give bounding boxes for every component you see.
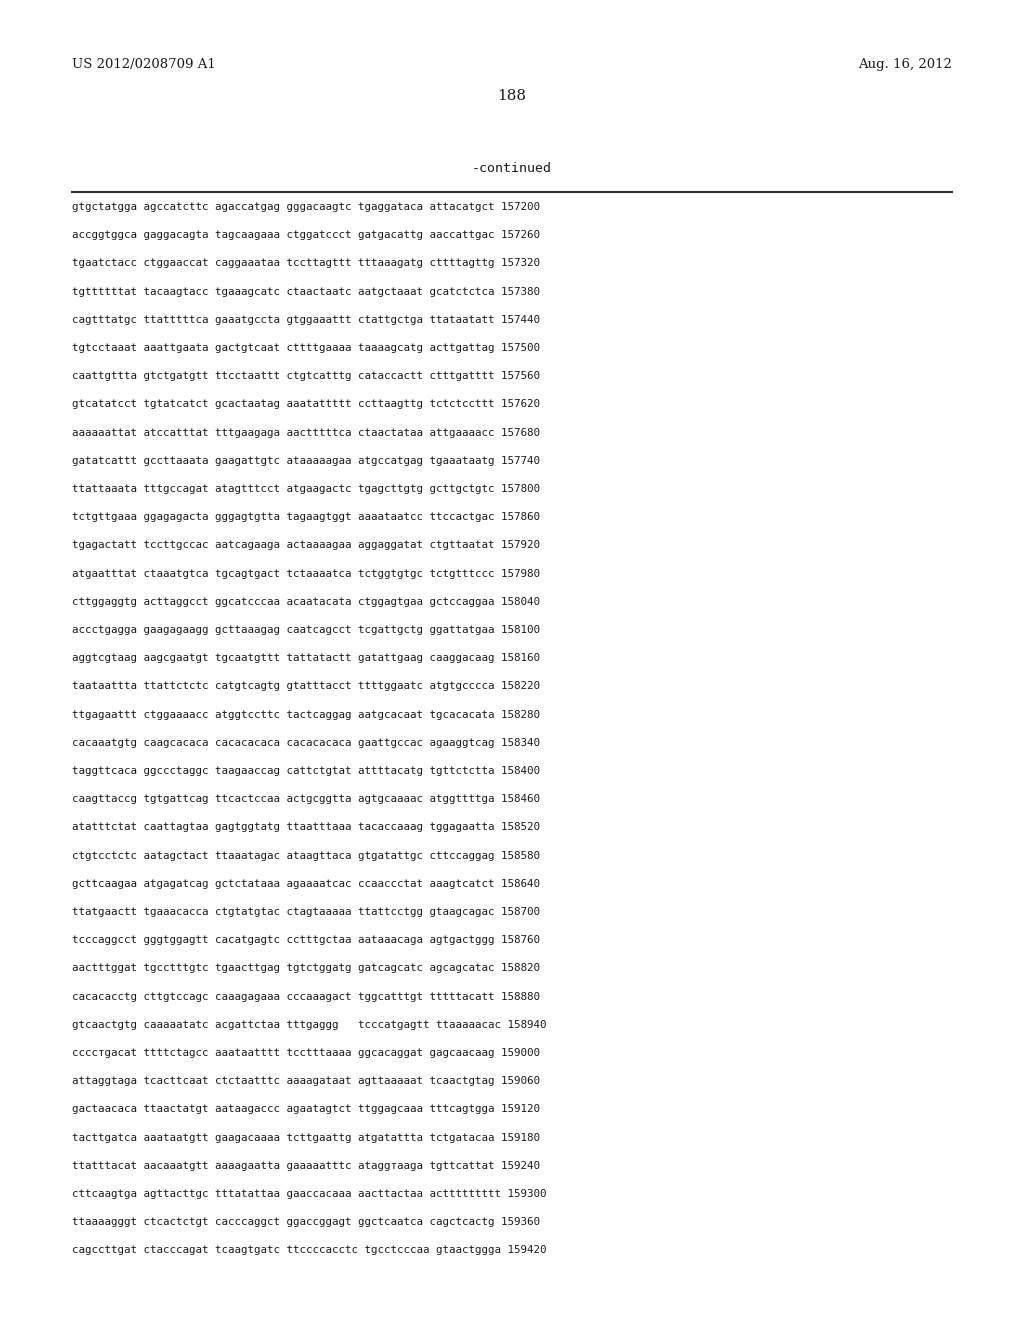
- Text: ttattaaata tttgccagat atagtttcct atgaagactc tgagcttgtg gcttgctgtc 157800: ttattaaata tttgccagat atagtttcct atgaaga…: [72, 484, 540, 494]
- Text: Aug. 16, 2012: Aug. 16, 2012: [858, 58, 952, 71]
- Text: atgaatttat ctaaatgtca tgcagtgact tctaaaatca tctggtgtgc tctgtttccc 157980: atgaatttat ctaaatgtca tgcagtgact tctaaaa…: [72, 569, 540, 578]
- Text: caattgttta gtctgatgtt ttcctaattt ctgtcatttg cataccactt ctttgatttt 157560: caattgttta gtctgatgtt ttcctaattt ctgtcat…: [72, 371, 540, 381]
- Text: cagtttatgc ttatttttca gaaatgccta gtggaaattt ctattgctga ttataatatt 157440: cagtttatgc ttatttttca gaaatgccta gtggaaa…: [72, 314, 540, 325]
- Text: cacacacctg cttgtccagc caaagagaaa cccaaagact tggcatttgt tttttacatt 158880: cacacacctg cttgtccagc caaagagaaa cccaaag…: [72, 991, 540, 1002]
- Text: tgaatctacc ctggaaccat caggaaataa tccttagttt tttaaagatg cttttagttg 157320: tgaatctacc ctggaaccat caggaaataa tccttag…: [72, 259, 540, 268]
- Text: tgtcctaaat aaattgaata gactgtcaat cttttgaaaa taaaagcatg acttgattag 157500: tgtcctaaat aaattgaata gactgtcaat cttttga…: [72, 343, 540, 352]
- Text: atatttctat caattagtaa gagtggtatg ttaatttaaa tacaccaaag tggagaatta 158520: atatttctat caattagtaa gagtggtatg ttaattt…: [72, 822, 540, 833]
- Text: accctgagga gaagagaagg gcttaaagag caatcagcct tcgattgctg ggattatgaa 158100: accctgagga gaagagaagg gcttaaagag caatcag…: [72, 624, 540, 635]
- Text: ttatttacat aacaaatgtt aaaagaatta gaaaaatttc ataggтaaga tgttcattat 159240: ttatttacat aacaaatgtt aaaagaatta gaaaaat…: [72, 1160, 540, 1171]
- Text: -continued: -continued: [472, 162, 552, 176]
- Text: tcccaggcct gggtggagtt cacatgagtc cctttgctaa aataaacaga agtgactggg 158760: tcccaggcct gggtggagtt cacatgagtc cctttgc…: [72, 935, 540, 945]
- Text: cacaaatgtg caagcacaca cacacacacа cacacacacа gaattgccac agaaggtcag 158340: cacaaatgtg caagcacaca cacacacacа cacacac…: [72, 738, 540, 748]
- Text: ccccтgacat ttttctagcc aaataatttt tcctttaaaa ggcacaggat gagcaacaag 159000: ccccтgacat ttttctagcc aaataatttt tccttta…: [72, 1048, 540, 1059]
- Text: tgttttttat tacaagtacc tgaaagcatc ctaactaatc aatgctaaat gcatctctca 157380: tgttttttat tacaagtacc tgaaagcatc ctaacta…: [72, 286, 540, 297]
- Text: aaaaaattat atccatttat tttgaagaga aactttttca ctaactataa attgaaaacc 157680: aaaaaattat atccatttat tttgaagaga aactttt…: [72, 428, 540, 438]
- Text: tgagactatt tccttgccac aatcagaaga actaaaagaa aggaggatat ctgttaatat 157920: tgagactatt tccttgccac aatcagaaga actaaaa…: [72, 540, 540, 550]
- Text: gtgctatgga agccatcttc agaccatgag gggacaagtc tgaggataca attacatgct 157200: gtgctatgga agccatcttc agaccatgag gggacaa…: [72, 202, 540, 213]
- Text: ttgagaattt ctggaaaacc atggtccttc tactcaggag aatgcacaat tgcacacata 158280: ttgagaattt ctggaaaacc atggtccttc tactcag…: [72, 710, 540, 719]
- Text: cttcaagtga agttacttgc tttatattaa gaaccacaaa aacttactaa acttttttttt 159300: cttcaagtga agttacttgc tttatattaa gaaccac…: [72, 1189, 547, 1199]
- Text: gactaacaca ttaactatgt aataagaccc agaatagtct ttggagcaaa tttcagtgga 159120: gactaacaca ttaactatgt aataagaccc agaatag…: [72, 1105, 540, 1114]
- Text: ttatgaactt tgaaacacca ctgtatgtac ctagtaaaaa ttattcctgg gtaagcagac 158700: ttatgaactt tgaaacacca ctgtatgtac ctagtaa…: [72, 907, 540, 917]
- Text: accggtggca gaggacagta tagcaagaaa ctggatccct gatgacattg aaccattgac 157260: accggtggca gaggacagta tagcaagaaa ctggatc…: [72, 230, 540, 240]
- Text: gcttcaagaa atgagatcag gctctataaa agaaaatcac ccaaccctat aaagtcatct 158640: gcttcaagaa atgagatcag gctctataaa agaaaat…: [72, 879, 540, 888]
- Text: cagccttgat ctacccagat tcaagtgatc ttccccacctc tgcctcccaa gtaactggga 159420: cagccttgat ctacccagat tcaagtgatc ttcccca…: [72, 1245, 547, 1255]
- Text: aggtcgtaag aagcgaatgt tgcaatgttt tattatactt gatattgaag caaggacaag 158160: aggtcgtaag aagcgaatgt tgcaatgttt tattata…: [72, 653, 540, 663]
- Text: tacttgatca aaataatgtt gaagacaaaa tcttgaattg atgatattta tctgatacaa 159180: tacttgatca aaataatgtt gaagacaaaa tcttgaa…: [72, 1133, 540, 1143]
- Text: caagttaccg tgtgattcag ttcactccaa actgcggtta agtgcaaaac atggttttga 158460: caagttaccg tgtgattcag ttcactccaa actgcgg…: [72, 795, 540, 804]
- Text: gtcatatcct tgtatcatct gcactaatag aaatattttt ccttaagttg tctctccttt 157620: gtcatatcct tgtatcatct gcactaatag aaatatt…: [72, 400, 540, 409]
- Text: 188: 188: [498, 88, 526, 103]
- Text: attaggtaga tcacttcaat ctctaatttc aaaagataat agttaaaaat tcaactgtag 159060: attaggtaga tcacttcaat ctctaatttc aaaagat…: [72, 1076, 540, 1086]
- Text: taggttcaca ggccctaggc taagaaccag cattctgtat attttacatg tgttctctta 158400: taggttcaca ggccctaggc taagaaccag cattctg…: [72, 766, 540, 776]
- Text: cttggaggtg acttaggcct ggcatcccaa acaatacata ctggagtgaa gctccaggaa 158040: cttggaggtg acttaggcct ggcatcccaa acaatac…: [72, 597, 540, 607]
- Text: ctgtcctctc aatagctact ttaaatagac ataagttaca gtgatattgc cttccaggag 158580: ctgtcctctc aatagctact ttaaatagac ataagtt…: [72, 850, 540, 861]
- Text: gatatcattt gccttaaata gaagattgtc ataaaaagaa atgccatgag tgaaataatg 157740: gatatcattt gccttaaata gaagattgtc ataaaaa…: [72, 455, 540, 466]
- Text: gtcaactgtg caaaaatatc acgattctaa tttgaggg   tcccatgagtt ttaaaaacac 158940: gtcaactgtg caaaaatatc acgattctaa tttgagg…: [72, 1020, 547, 1030]
- Text: US 2012/0208709 A1: US 2012/0208709 A1: [72, 58, 216, 71]
- Text: ttaaaаgggt ctcactctgt cacccaggct ggaccggagt ggctcaatca cagctcactg 159360: ttaaaаgggt ctcactctgt cacccaggct ggaccgg…: [72, 1217, 540, 1228]
- Text: tctgttgaaa ggagagacta gggagtgtta tagaagtggt aaaataatcc ttccactgac 157860: tctgttgaaa ggagagacta gggagtgtta tagaagt…: [72, 512, 540, 523]
- Text: aactttggat tgcctttgtc tgaacttgag tgtctggatg gatcagcatc agcagcatac 158820: aactttggat tgcctttgtc tgaacttgag tgtctgg…: [72, 964, 540, 973]
- Text: taataattta ttattctctc catgtcagtg gtatttacct ttttggaatc atgtgcccca 158220: taataattta ttattctctc catgtcagtg gtattta…: [72, 681, 540, 692]
